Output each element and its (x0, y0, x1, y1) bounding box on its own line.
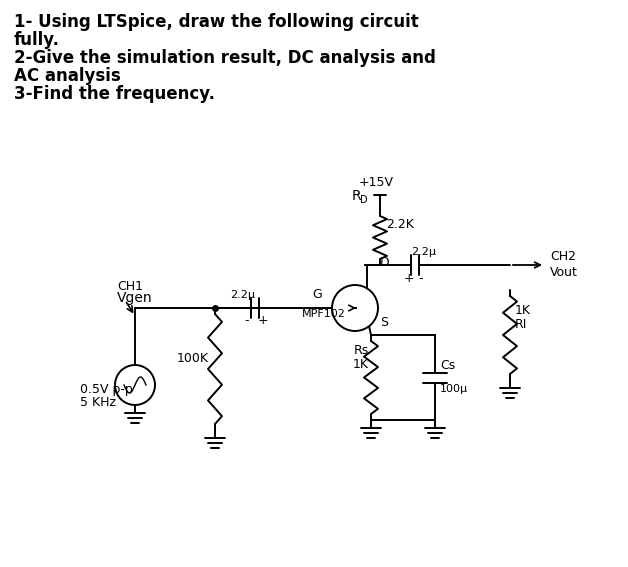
Text: -: - (245, 315, 249, 328)
Text: Vgen: Vgen (117, 291, 153, 305)
Text: -: - (419, 273, 423, 286)
Text: 2.2μ: 2.2μ (230, 290, 256, 300)
Text: 5 KHz: 5 KHz (80, 396, 116, 409)
Text: Rs: Rs (354, 344, 369, 357)
Circle shape (115, 365, 155, 405)
Text: R: R (352, 189, 362, 203)
Text: S: S (380, 315, 388, 328)
Text: Cs: Cs (440, 359, 455, 372)
Text: AC analysis: AC analysis (14, 67, 121, 85)
Text: fully.: fully. (14, 31, 60, 49)
Text: CH2: CH2 (550, 251, 576, 264)
Text: 2.2μ: 2.2μ (411, 247, 436, 257)
Text: 1K: 1K (515, 303, 531, 316)
Text: D: D (380, 256, 389, 269)
Text: 100K: 100K (177, 352, 209, 365)
Text: G: G (312, 287, 322, 301)
Text: 3-Find the frequency.: 3-Find the frequency. (14, 85, 215, 103)
Text: RI: RI (515, 319, 528, 332)
Text: 0.5V p-p: 0.5V p-p (80, 383, 133, 396)
Text: +15V: +15V (359, 176, 394, 189)
Text: Vout: Vout (550, 266, 578, 280)
Text: 2.2K: 2.2K (386, 218, 414, 231)
Text: CH1: CH1 (117, 280, 143, 293)
Text: +: + (257, 315, 268, 328)
Text: 1- Using LTSpice, draw the following circuit: 1- Using LTSpice, draw the following cir… (14, 13, 419, 31)
Text: 2-Give the simulation result, DC analysis and: 2-Give the simulation result, DC analysi… (14, 49, 436, 67)
Text: MPF102: MPF102 (302, 309, 346, 319)
Text: D: D (360, 195, 367, 205)
Text: 100μ: 100μ (440, 384, 468, 395)
Text: +: + (404, 273, 414, 286)
Text: 1K: 1K (353, 358, 369, 371)
Circle shape (332, 285, 378, 331)
